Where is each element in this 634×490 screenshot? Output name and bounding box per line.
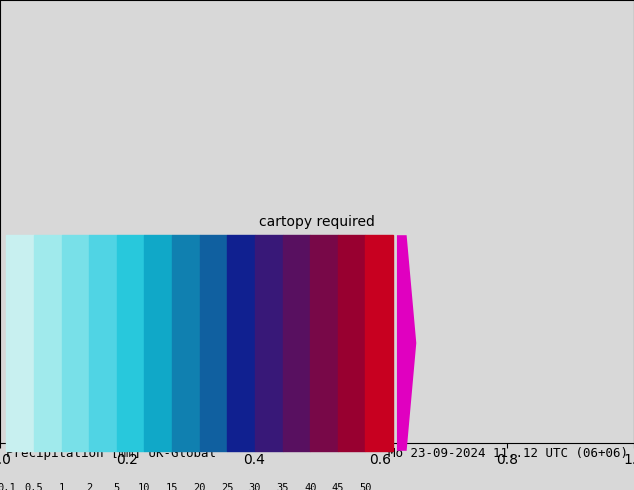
Text: 2: 2 [86,483,93,490]
Bar [6,235,34,451]
Text: 10: 10 [138,483,151,490]
Bar [310,235,338,451]
Bar [172,235,200,451]
Text: 0.5: 0.5 [25,483,43,490]
Text: 40: 40 [304,483,316,490]
Text: 30: 30 [249,483,261,490]
Text: Precipitation [mm] UK-Global: Precipitation [mm] UK-Global [6,447,216,460]
Bar [200,235,228,451]
Bar [365,235,393,451]
Text: 35: 35 [276,483,289,490]
Bar [89,235,117,451]
Text: 0.1: 0.1 [0,483,16,490]
Text: 5: 5 [113,483,120,490]
FancyArrow shape [397,235,417,451]
Bar [34,235,61,451]
Text: 1: 1 [58,483,65,490]
Bar [117,235,145,451]
Text: 45: 45 [332,483,344,490]
Bar [61,235,89,451]
Bar [283,235,310,451]
Text: 25: 25 [221,483,233,490]
Text: 15: 15 [166,483,178,490]
Text: Mo 23-09-2024 11..12 UTC (06+06): Mo 23-09-2024 11..12 UTC (06+06) [387,447,628,460]
Bar [145,235,172,451]
Text: cartopy required: cartopy required [259,215,375,229]
Bar [255,235,283,451]
Text: 20: 20 [193,483,206,490]
Bar [228,235,255,451]
Bar [338,235,365,451]
Text: 50: 50 [359,483,372,490]
